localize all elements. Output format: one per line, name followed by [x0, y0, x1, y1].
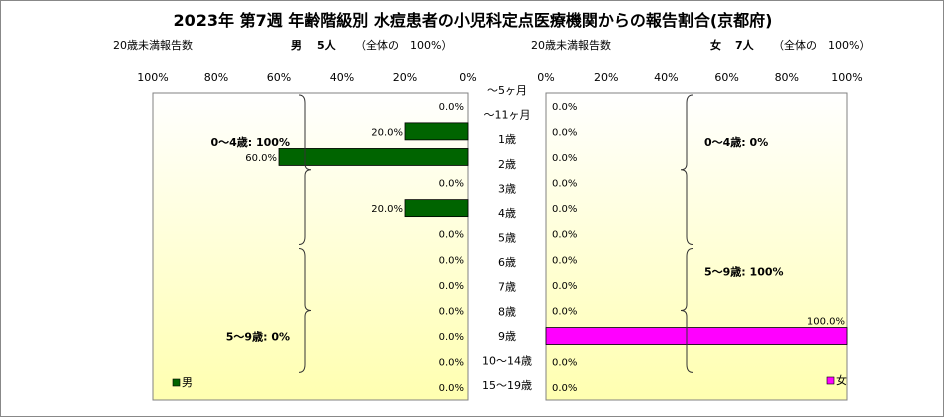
age-category-label: 1歳: [498, 133, 516, 146]
male-x-tick-label: 40%: [330, 71, 354, 84]
female-data-label: 0.0%: [552, 306, 577, 317]
male-data-label: 0.0%: [439, 281, 464, 292]
left-header-count: 5人: [317, 39, 336, 52]
chart-title: 2023年 第7週 年齢階級別 水痘患者の小児科定点医療機関からの報告割合(京都…: [173, 11, 773, 30]
female-data-label: 0.0%: [552, 127, 577, 138]
male-data-label: 0.0%: [439, 102, 464, 113]
female-bar: [545, 327, 848, 345]
male-bar: [278, 148, 469, 166]
male-x-tick-label: 20%: [393, 71, 417, 84]
male-data-label: 0.0%: [439, 332, 464, 343]
female-data-label: 0.0%: [552, 153, 577, 164]
male-data-label: 20.0%: [371, 127, 403, 138]
age-category-label: 〜11ヶ月: [484, 109, 531, 122]
age-category-label: 3歳: [498, 182, 516, 195]
male-legend-swatch: [172, 378, 181, 387]
female-x-tick-label: 80%: [775, 71, 799, 84]
left-header-total: （全体の 100%）: [355, 39, 453, 52]
female-plot-area: [545, 92, 848, 401]
female-x-tick-label: 0%: [537, 71, 554, 84]
right-header-total: （全体の 100%）: [773, 39, 871, 52]
female-data-label: 0.0%: [552, 204, 577, 215]
female-data-label: 0.0%: [552, 179, 577, 190]
female-group-label-0-4: 0〜4歳: 0%: [704, 135, 768, 149]
female-data-label: 100.0%: [807, 317, 845, 328]
male-group-label-5-9: 5〜9歳: 0%: [226, 329, 290, 343]
female-legend-swatch: [826, 376, 835, 385]
female-data-label: 0.0%: [552, 281, 577, 292]
male-data-label: 20.0%: [371, 204, 403, 215]
left-header-sex: 男: [291, 39, 302, 52]
female-data-label: 0.0%: [552, 255, 577, 266]
age-category-label: 〜5ヶ月: [487, 84, 527, 97]
male-x-tick-label: 80%: [204, 71, 228, 84]
male-group-label-0-4: 0〜4歳: 100%: [210, 135, 290, 149]
male-data-label: 0.0%: [439, 230, 464, 241]
female-x-tick-label: 20%: [594, 71, 618, 84]
age-category-label: 9歳: [498, 330, 516, 343]
female-group-label-5-9: 5〜9歳: 100%: [704, 264, 784, 278]
male-bar: [404, 122, 469, 141]
male-legend-label: 男: [182, 376, 193, 389]
right-header-caption: 20歳未満報告数: [531, 39, 611, 52]
age-category-label: 6歳: [498, 256, 516, 269]
male-data-label: 60.0%: [245, 153, 277, 164]
female-x-tick-label: 100%: [831, 71, 862, 84]
male-x-tick-label: 0%: [459, 71, 476, 84]
male-x-tick-label: 60%: [267, 71, 291, 84]
female-group-brace-5-9: [680, 248, 694, 373]
male-x-tick-label: 100%: [137, 71, 168, 84]
female-x-tick-label: 40%: [654, 71, 678, 84]
female-data-label: 0.0%: [552, 230, 577, 241]
male-data-label: 0.0%: [439, 255, 464, 266]
female-data-label: 0.0%: [552, 383, 577, 394]
male-data-label: 0.0%: [439, 358, 464, 369]
age-category-label: 10〜14歳: [482, 354, 532, 367]
female-x-tick-label: 60%: [714, 71, 738, 84]
male-bar: [404, 199, 469, 218]
age-category-label: 15〜19歳: [482, 379, 532, 392]
age-category-label: 7歳: [498, 281, 516, 294]
female-group-brace-0-4: [680, 94, 694, 245]
male-group-brace-5-9: [298, 248, 312, 373]
male-plot-area: [152, 92, 469, 401]
male-data-label: 0.0%: [439, 383, 464, 394]
age-category-label: 8歳: [498, 305, 516, 318]
right-header-sex: 女: [710, 39, 721, 52]
female-data-label: 0.0%: [552, 358, 577, 369]
male-data-label: 0.0%: [439, 179, 464, 190]
right-header-count: 7人: [735, 39, 754, 52]
female-legend-label: 女: [836, 373, 847, 387]
age-category-label: 5歳: [498, 232, 516, 245]
female-data-label: 0.0%: [552, 102, 577, 113]
left-header-caption: 20歳未満報告数: [113, 39, 193, 52]
age-category-label: 4歳: [498, 207, 516, 220]
male-data-label: 0.0%: [439, 306, 464, 317]
male-group-brace-0-4: [298, 94, 312, 245]
age-category-label: 2歳: [498, 158, 516, 171]
